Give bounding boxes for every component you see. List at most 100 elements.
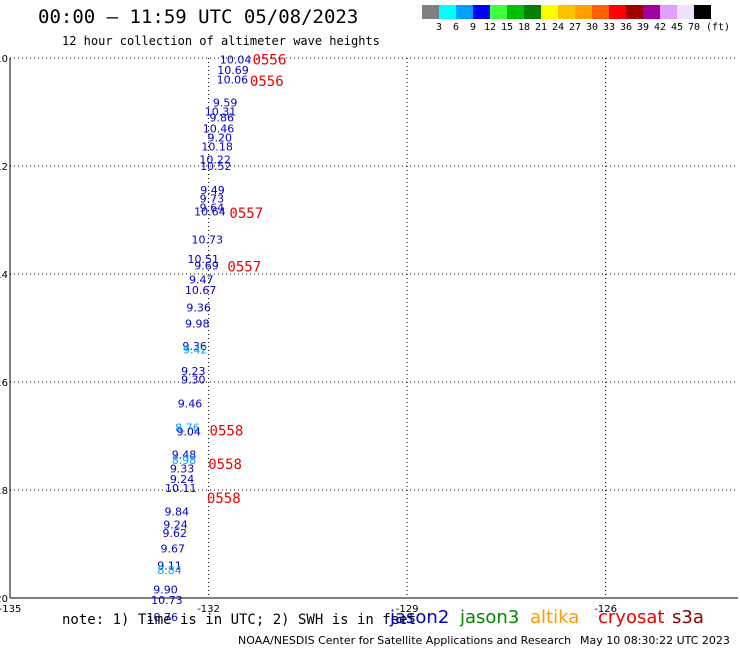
scale-label: 6 (452, 22, 460, 33)
scale-swatch (422, 5, 439, 19)
wave-height-value: 10.46 (203, 123, 235, 136)
legend-cryosat: cryosat (598, 607, 665, 628)
wave-height-value: 9.86 (210, 111, 235, 124)
scale-label: 9 (469, 22, 477, 33)
wave-height-value: 10.11 (165, 482, 197, 495)
legend-altika: altika (530, 607, 580, 628)
scale-swatch (439, 5, 456, 19)
scale-swatch (626, 5, 643, 19)
wave-height-value: 9.46 (178, 398, 203, 411)
wave-height-value: 9.90 (153, 583, 178, 596)
y-tick-label: -18 (0, 486, 8, 497)
wave-height-value: 10.22 (199, 154, 231, 167)
scale-swatch (575, 5, 592, 19)
pass-time-label: 0558 (207, 491, 241, 507)
wave-height-value: 9.62 (163, 527, 188, 540)
y-tick-label: -10 (0, 54, 8, 65)
scale-label: 30 (585, 22, 599, 33)
wave-height-value: 9.49 (200, 184, 225, 197)
footer-note: note: 1) Time is in UTC; 2) SWH is in fe… (62, 612, 417, 628)
scale-label: 3 (435, 22, 443, 33)
scale-swatch (643, 5, 660, 19)
scale-swatch (558, 5, 575, 19)
wave-height-value: 9.48 (172, 448, 197, 461)
scale-swatch (592, 5, 609, 19)
scale-label: 27 (568, 22, 582, 33)
wave-height-value: 9.47 (189, 273, 214, 286)
wave-height-value: 10.73 (191, 233, 223, 246)
legend-jason3: jason3 (460, 607, 520, 628)
scale-swatch (677, 5, 694, 19)
pass-time-label: 0558 (208, 457, 242, 473)
pass-time-label: 0557 (227, 259, 261, 275)
wave-height-value: 10.67 (185, 284, 217, 297)
wave-height-value: 9.36 (182, 340, 207, 353)
scale-swatch (456, 5, 473, 19)
scale-label: 15 (500, 22, 514, 33)
wave-height-value: 9.84 (165, 506, 190, 519)
wave-height-value: 9.20 (208, 131, 233, 144)
pass-time-label: 0557 (229, 206, 263, 222)
wave-height-value: 8.76 (175, 421, 200, 434)
scale-swatch (473, 5, 490, 19)
x-tick-label: -126 (594, 604, 617, 615)
x-tick-label: -132 (197, 604, 220, 615)
wave-height-value: 10.73 (151, 594, 183, 607)
scale-label: 70 (687, 22, 701, 33)
wave-height-value: 10.04 (220, 54, 252, 67)
wave-height-value: 10.06 (217, 74, 249, 87)
footer-credit: NOAA/NESDIS Center for Satellite Applica… (238, 634, 572, 647)
scale-swatch (507, 5, 524, 19)
scale-swatch (694, 5, 711, 19)
pass-time-label: 0558 (210, 424, 244, 440)
y-tick-label: -16 (0, 378, 8, 389)
wave-height-value: 9.23 (181, 365, 206, 378)
scale-label: 18 (517, 22, 531, 33)
chart-title: 00:00 – 11:59 UTC 05/08/2023 (38, 6, 359, 28)
wave-height-value: 9.64 (200, 202, 225, 215)
wave-height-value: 9.67 (161, 542, 186, 555)
wave-height-value: 8.84 (157, 564, 182, 577)
wave-height-value: 8.98 (172, 454, 197, 467)
scale-label: 36 (619, 22, 633, 33)
footer-timestamp: May 10 08:30:22 UTC 2023 (580, 634, 730, 647)
y-tick-label: -12 (0, 162, 8, 173)
wave-height-value: 10.76 (146, 611, 178, 624)
scale-label: 39 (636, 22, 650, 33)
chart-subtitle: 12 hour collection of altimeter wave hei… (62, 34, 380, 48)
pass-time-label: 0556 (253, 53, 287, 69)
x-tick-label: -135 (0, 604, 21, 615)
scale-swatch (541, 5, 558, 19)
scale-label: 42 (653, 22, 667, 33)
wave-height-value: 10.51 (188, 253, 220, 266)
scale-swatch (660, 5, 677, 19)
legend-jason2: jason2 (390, 607, 450, 628)
scale-label: 45 (670, 22, 684, 33)
wave-height-value: 10.18 (201, 141, 233, 154)
y-tick-label: -14 (0, 270, 8, 281)
scale-label: 21 (534, 22, 548, 33)
wave-height-value: 9.73 (200, 192, 225, 205)
wave-height-value: 9.30 (181, 373, 206, 386)
scale-label: 24 (551, 22, 565, 33)
scale-label: 33 (602, 22, 616, 33)
y-tick-label: -20 (0, 594, 8, 605)
wave-height-value: 9.59 (213, 96, 238, 109)
wave-height-value: 10.69 (217, 64, 249, 77)
wave-height-value: 10.52 (200, 160, 232, 173)
scale-swatch (609, 5, 626, 19)
x-tick-label: -129 (396, 604, 419, 615)
scale-swatch (524, 5, 541, 19)
scale-swatch (490, 5, 507, 19)
wave-height-value: 9.24 (163, 519, 188, 532)
wave-height-value: 9.36 (186, 301, 211, 314)
wave-height-value: 9.33 (170, 462, 195, 475)
scale-label: 12 (483, 22, 497, 33)
wave-height-value: 10.31 (205, 105, 237, 118)
wave-height-value: 9.04 (176, 426, 201, 439)
wave-height-value: 9.42 (183, 344, 208, 357)
wave-height-value: 10.64 (194, 205, 226, 218)
scale-unit: (ft) (705, 22, 731, 33)
